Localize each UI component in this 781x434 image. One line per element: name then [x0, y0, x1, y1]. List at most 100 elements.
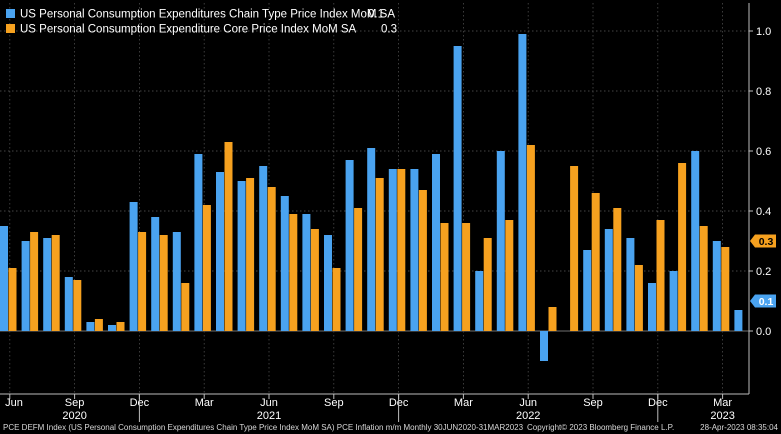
bars	[0, 34, 743, 361]
legend-value-core: 0.3	[381, 24, 397, 36]
bar-headline	[604, 229, 613, 331]
bar-headline	[583, 250, 592, 331]
footer-source: PCE DEFM Index (US Personal Consumption …	[3, 423, 524, 432]
bar-core	[8, 268, 17, 331]
bar-headline	[691, 151, 700, 331]
bar-core	[462, 223, 471, 331]
y-tick-label: 0.8	[756, 86, 771, 98]
bar-core	[354, 208, 363, 331]
bar-core	[678, 163, 687, 331]
bar-core	[138, 232, 147, 331]
bar-core	[246, 178, 255, 331]
bar-headline	[280, 196, 289, 331]
x-tick-label: Jun	[260, 397, 278, 409]
bar-headline	[669, 271, 678, 331]
legend-label-headline: US Personal Consumption Expenditures Cha…	[20, 9, 395, 21]
bar-core	[332, 268, 341, 331]
bar-headline	[151, 217, 160, 331]
bar-headline	[432, 154, 440, 331]
x-tick-label: Sep	[324, 397, 344, 409]
bar-core	[634, 265, 643, 331]
bar-headline	[172, 232, 181, 331]
bar-headline	[540, 331, 548, 361]
bar-headline	[194, 154, 203, 331]
bar-core	[699, 226, 708, 331]
bar-core	[30, 232, 39, 331]
y-axis-ticks: 1.0 0.8 0.6 0.4 0.3 0.2 0.1 0.0	[749, 26, 776, 338]
bar-core	[224, 142, 233, 331]
bar-core	[570, 166, 579, 331]
bar-headline	[237, 181, 246, 331]
y-tick-label: 1.0	[756, 26, 771, 38]
legend: US Personal Consumption Expenditures Cha…	[6, 9, 397, 36]
bar-headline	[0, 226, 8, 331]
legend-swatch-headline	[6, 9, 15, 18]
x-tick-label: Sep	[583, 397, 603, 409]
legend-label-core: US Personal Consumption Expenditure Core…	[20, 24, 357, 36]
bar-core	[94, 319, 103, 331]
bar-headline	[734, 310, 743, 331]
last-value-badge-label: 0.3	[759, 236, 774, 248]
y-tick-label: 0.4	[756, 206, 771, 218]
bar-core	[613, 208, 622, 331]
x-year-label: 2021	[257, 410, 281, 422]
bar-core	[202, 205, 211, 331]
y-tick-label: 0.2	[756, 266, 771, 278]
bar-headline	[86, 322, 95, 331]
legend-swatch-core	[6, 24, 15, 33]
bar-core	[375, 178, 384, 331]
bar-headline	[345, 160, 354, 331]
last-value-badge	[750, 294, 776, 308]
bar-core	[159, 235, 168, 331]
y-tick-label: 0.6	[756, 146, 771, 158]
bar-headline	[367, 148, 376, 331]
bar-headline	[626, 238, 635, 331]
bar-headline	[410, 169, 419, 331]
last-value-badge-label: 0.1	[759, 296, 774, 308]
bar-headline	[475, 271, 484, 331]
bar-core	[116, 322, 125, 331]
x-tick-label: Jun	[519, 397, 537, 409]
bar-core	[721, 247, 730, 331]
bar-core	[548, 307, 557, 331]
bar-headline	[302, 214, 311, 331]
x-year-label: 2020	[62, 410, 86, 422]
bar-headline	[388, 169, 397, 331]
x-tick-label: Jun	[5, 397, 23, 409]
bar-core	[418, 190, 427, 331]
bar-core	[526, 145, 535, 331]
x-axis-ticks: Jun Sep Dec Mar Jun Sep Dec Mar Jun Sep Dec Mar2020…	[5, 394, 735, 422]
bar-core	[656, 220, 665, 331]
bar-core	[289, 214, 298, 331]
bar-core	[397, 169, 406, 331]
x-tick-label: Mar	[195, 397, 214, 409]
bar-headline	[259, 166, 268, 331]
bar-headline	[129, 202, 138, 331]
bar-headline	[518, 34, 527, 331]
x-tick-label: Mar	[454, 397, 473, 409]
bar-core	[505, 220, 514, 331]
bar-core	[440, 223, 449, 331]
bar-headline	[453, 46, 462, 331]
x-year-label: 2022	[516, 410, 540, 422]
bar-headline	[21, 241, 30, 331]
axes	[0, 3, 750, 395]
x-tick-label: Sep	[65, 397, 85, 409]
y-tick-label: 0.0	[756, 326, 771, 338]
x-year-label: 2023	[710, 410, 734, 422]
x-tick-label: Mar	[713, 397, 732, 409]
bar-core	[483, 238, 492, 331]
bar-headline	[216, 172, 224, 331]
bar-headline	[108, 325, 116, 331]
bar-core	[181, 283, 190, 331]
bar-headline	[43, 238, 52, 331]
bar-headline	[648, 283, 656, 331]
footer-timestamp: 28-Apr-2023 08:35:04	[700, 423, 778, 432]
footer-copyright: Copyright© 2023 Bloomberg Finance L.P.	[527, 423, 674, 432]
legend-value-headline: 0.1	[368, 9, 384, 21]
gridlines	[0, 3, 749, 394]
last-value-badge	[750, 234, 776, 248]
footer: PCE DEFM Index (US Personal Consumption …	[3, 423, 779, 432]
bar-core	[73, 280, 82, 331]
